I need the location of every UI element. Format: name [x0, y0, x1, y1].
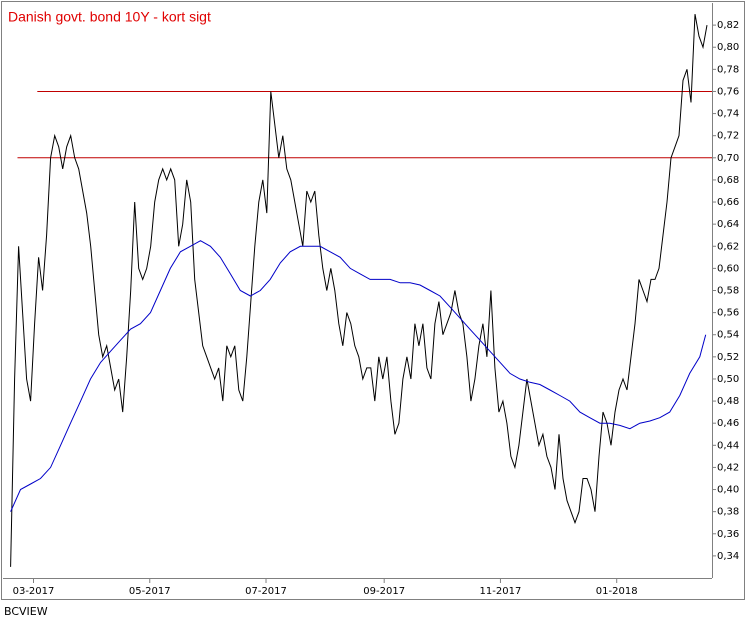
source: BCVIEW: [4, 605, 48, 618]
y-tick-label: 0,68: [717, 175, 739, 186]
x-tick-label: 11-2017: [480, 586, 522, 597]
outer-frame: [1, 1, 745, 600]
series-line: [10, 240, 707, 512]
y-tick-label: 0,82: [717, 20, 739, 31]
y-tick-label: 0,48: [717, 396, 739, 407]
x-tick-label: 01-2018: [596, 586, 638, 597]
y-tick-label: 0,50: [717, 374, 739, 385]
y-tick-label: 0,62: [717, 241, 739, 252]
y-tick-label: 0,36: [717, 529, 739, 540]
x-tick-label: 03-2017: [13, 586, 55, 597]
y-tick-label: 0,52: [717, 352, 739, 363]
y-tick-label: 0,44: [717, 440, 739, 451]
y-tick-label: 0,72: [717, 131, 739, 142]
y-tick-label: 0,46: [717, 418, 739, 429]
x-tick-label: 07-2017: [245, 586, 287, 597]
x-tick-label: 09-2017: [363, 586, 405, 597]
y-tick-label: 0,38: [717, 507, 739, 518]
chart-title: Danish govt. bond 10Y - kort sigt: [8, 9, 211, 25]
y-tick-label: 0,54: [717, 330, 739, 341]
y-tick-label: 0,56: [717, 308, 739, 319]
y-tick-label: 0,70: [717, 153, 739, 164]
y-tick-label: 0,66: [717, 197, 739, 208]
y-tick-label: 0,34: [717, 551, 739, 562]
y-tick-label: 0,40: [717, 485, 739, 496]
y-tick-label: 0,42: [717, 462, 739, 473]
y-tick-label: 0,78: [717, 64, 739, 75]
series-line: [10, 14, 708, 567]
y-tick-label: 0,64: [717, 219, 739, 230]
y-tick-label: 0,76: [717, 86, 739, 97]
y-tick-label: 0,80: [717, 42, 739, 53]
x-tick-label: 05-2017: [129, 586, 171, 597]
y-tick-label: 0,58: [717, 286, 739, 297]
y-tick-label: 0,60: [717, 263, 739, 274]
y-tick-label: 0,74: [717, 109, 739, 120]
